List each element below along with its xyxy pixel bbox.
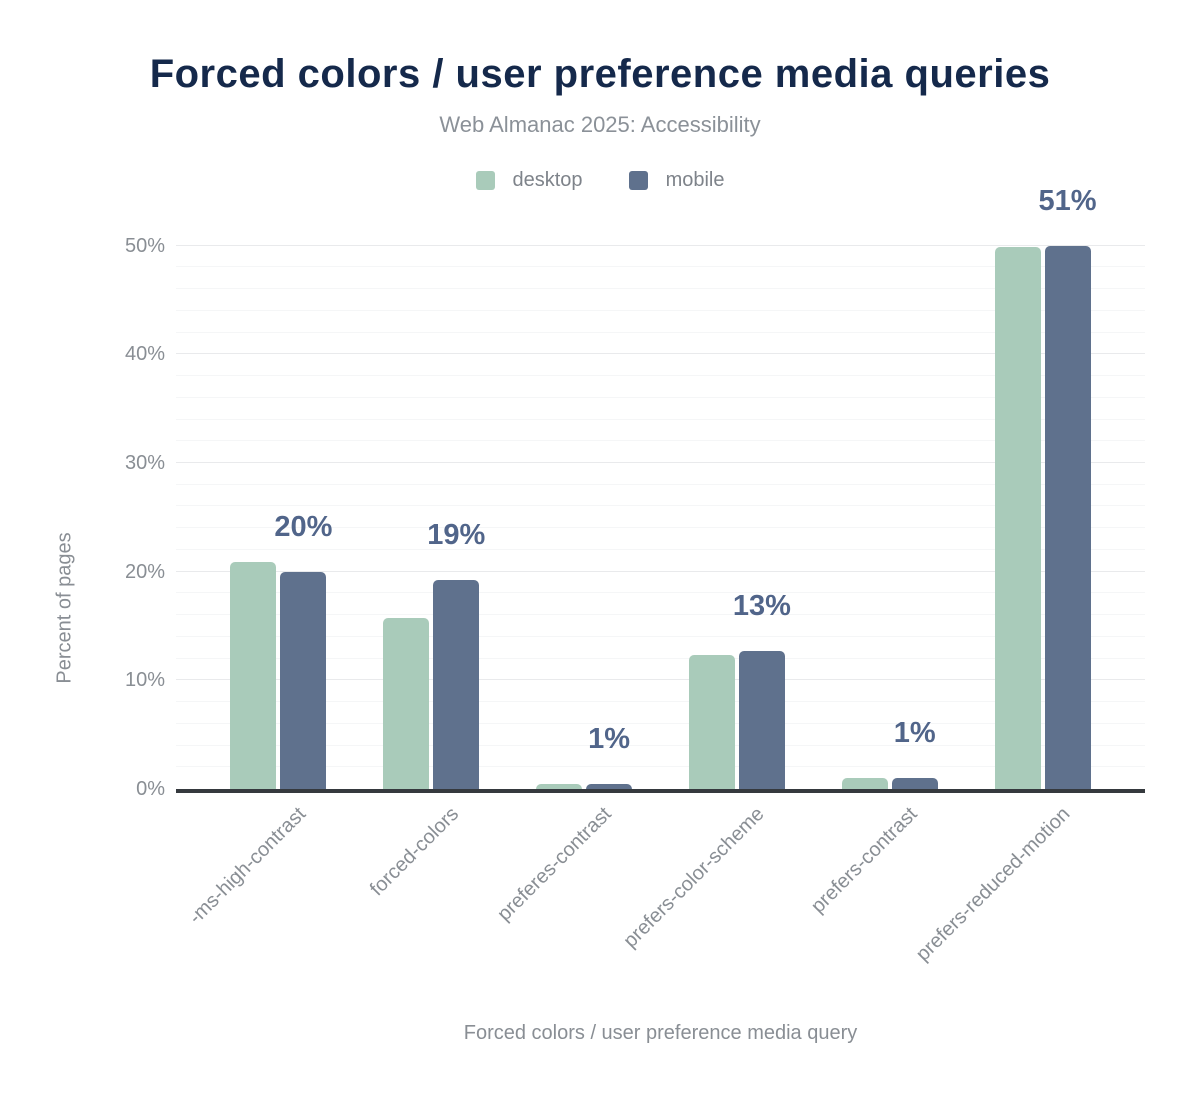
y-axis-ticks: 0% 10% 20% 30% 40% 50% [0, 225, 165, 800]
bar-desktop-prefers-contrast[interactable] [841, 778, 888, 789]
bar-mobile-prefers-contrast[interactable] [891, 778, 938, 789]
legend-item-desktop[interactable]: desktop [475, 169, 583, 192]
gridline-minor-8 [176, 701, 1145, 703]
gridline-minor-12 [176, 657, 1145, 659]
bar-desktop--ms-high-contrast[interactable] [230, 561, 277, 789]
mobile-swatch [628, 171, 648, 190]
bar-mobile-forced-colors[interactable] [433, 580, 480, 789]
desktop-swatch [475, 171, 495, 190]
bar-mobile--ms-high-contrast[interactable] [280, 571, 327, 789]
bar-mobile-prefers-reduced-motion[interactable] [1044, 245, 1091, 789]
y-tick-20%: 20% [124, 560, 165, 583]
gridline-minor-38 [176, 375, 1145, 377]
gridline-major-20 [176, 570, 1145, 572]
x-tick-preferes-contrast: preferes-contrast [493, 803, 616, 926]
plot-area: 20% -ms-high-contrast 19% forced-colors 1% pr… [176, 185, 1145, 966]
gridline-minor-46 [176, 288, 1145, 290]
value-label-prefers-reduced-motion: 51% [1038, 184, 1097, 217]
legend: desktop mobile [0, 169, 1200, 192]
gridline-minor-42 [176, 331, 1145, 333]
chart-subtitle: Web Almanac 2025: Accessibility [439, 112, 761, 137]
x-tick-prefers-contrast: prefers-contrast [806, 803, 922, 918]
gridline-minor-26 [176, 505, 1145, 507]
y-tick-40%: 40% [124, 343, 165, 366]
gridline-minor-32 [176, 440, 1145, 442]
value-label-forced-colors: 19% [427, 519, 486, 552]
gridline-minor-44 [176, 309, 1145, 311]
value-label--ms-high-contrast: 20% [274, 510, 333, 543]
gridline-minor-36 [176, 396, 1145, 398]
bar-desktop-preferes-contrast[interactable] [536, 783, 583, 789]
gridline-minor-18 [176, 592, 1145, 594]
gridline-minor-14 [176, 635, 1145, 637]
x-tick-prefers-reduced-motion: prefers-reduced-motion [911, 803, 1075, 966]
value-label-prefers-contrast: 1% [893, 717, 936, 750]
bar-mobile-prefers-color-scheme[interactable] [738, 651, 785, 789]
legend-label-mobile: mobile [665, 169, 725, 191]
gridline-minor-28 [176, 483, 1145, 485]
y-tick-0%: 0% [136, 778, 165, 800]
value-label-prefers-color-scheme: 13% [732, 590, 791, 622]
chart-title: Forced colors / user preference media qu… [149, 52, 1051, 96]
legend-label-desktop: desktop [512, 169, 583, 191]
x-axis-title: Forced colors / user preference media qu… [463, 1022, 858, 1044]
gridline-minor-6 [176, 722, 1145, 724]
gridline-minor-22 [176, 548, 1145, 550]
x-tick-forced-colors: forced-colors [365, 803, 463, 901]
y-tick-30%: 30% [124, 452, 165, 474]
bar-mobile-preferes-contrast[interactable] [586, 783, 633, 789]
x-axis-line [176, 789, 1145, 793]
gridline-major-30 [176, 462, 1145, 463]
gridline-minor-16 [176, 614, 1145, 616]
gridline-minor-48 [176, 266, 1145, 268]
gridline-minor-2 [176, 766, 1145, 768]
gridline-minor-24 [176, 527, 1145, 529]
bar-desktop-prefers-color-scheme[interactable] [688, 655, 735, 789]
gridline-minor-4 [176, 744, 1145, 746]
gridline-major-50 [176, 244, 1145, 246]
y-tick-50%: 50% [124, 234, 165, 257]
gridline-minor-34 [176, 418, 1145, 420]
x-tick-prefers-color-scheme: prefers-color-scheme [619, 803, 769, 953]
value-label-preferes-contrast: 1% [588, 722, 631, 755]
legend-item-mobile[interactable]: mobile [628, 169, 725, 192]
x-tick--ms-high-contrast: -ms-high-contrast [184, 803, 310, 929]
gridline-major-10 [176, 679, 1145, 681]
y-tick-10%: 10% [124, 669, 165, 692]
gridline-major-40 [176, 353, 1145, 355]
bar-desktop-forced-colors[interactable] [383, 618, 430, 789]
bar-desktop-prefers-reduced-motion[interactable] [994, 246, 1041, 789]
